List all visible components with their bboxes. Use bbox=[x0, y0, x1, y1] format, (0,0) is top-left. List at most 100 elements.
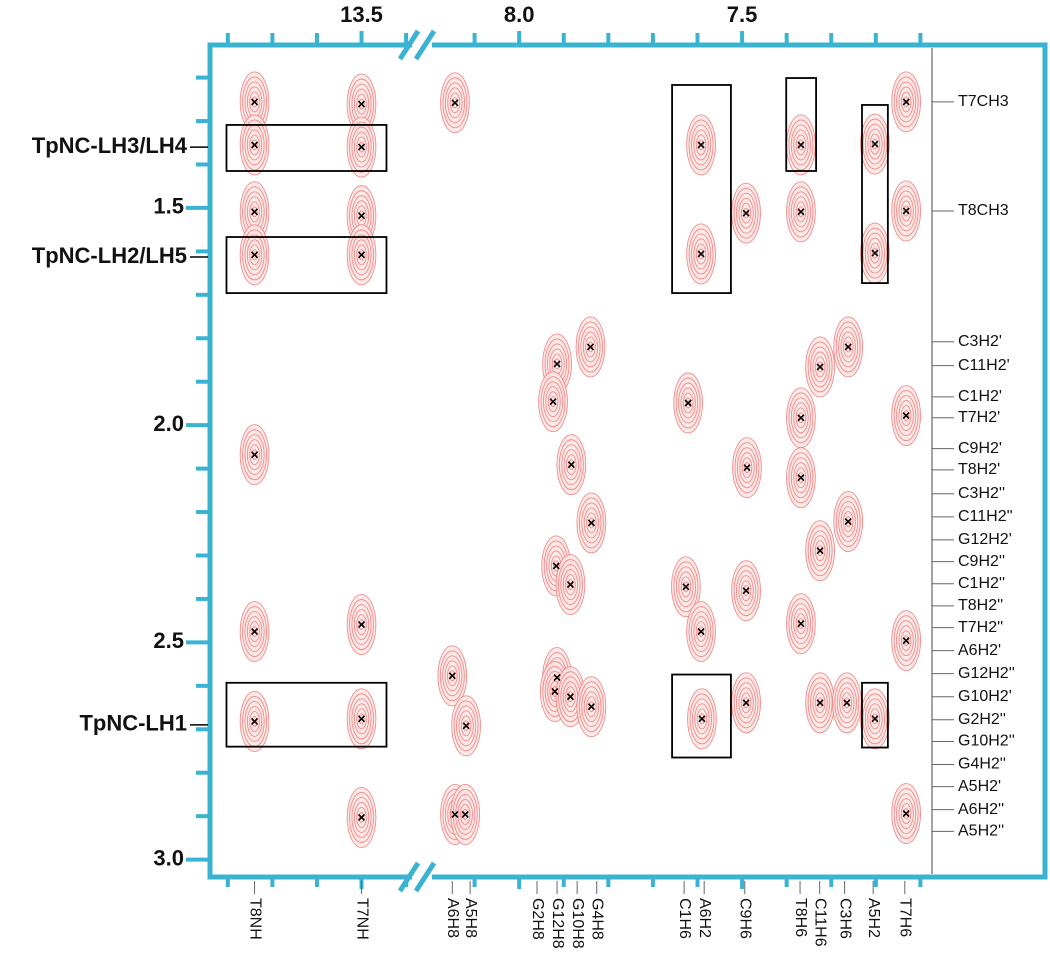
contour bbox=[790, 397, 811, 439]
contour bbox=[698, 139, 704, 151]
contour bbox=[896, 620, 917, 662]
contour bbox=[743, 697, 749, 709]
contour bbox=[251, 626, 258, 637]
contour bbox=[349, 693, 374, 745]
peak-marker bbox=[816, 547, 824, 555]
contour bbox=[898, 798, 914, 830]
contour bbox=[893, 615, 919, 667]
peak-marker bbox=[250, 451, 259, 459]
right-label: C1H2'' bbox=[958, 575, 1005, 592]
contour bbox=[578, 321, 603, 373]
contour bbox=[249, 444, 260, 466]
contour bbox=[457, 798, 473, 830]
peak-marker bbox=[697, 141, 705, 149]
bottom-label: C9H6 bbox=[737, 898, 754, 939]
y-tick-label: 2.5 bbox=[153, 628, 184, 653]
contour bbox=[688, 606, 714, 657]
contour bbox=[588, 517, 595, 529]
y-tick-label: 3.0 bbox=[153, 845, 184, 870]
bottom-label: G12H8 bbox=[549, 898, 566, 949]
contour bbox=[249, 91, 260, 113]
peak-marker bbox=[552, 562, 560, 570]
contour bbox=[587, 341, 594, 353]
right-label: G12H2'' bbox=[958, 665, 1015, 682]
contour bbox=[244, 434, 265, 476]
contour bbox=[862, 693, 888, 745]
contour bbox=[869, 242, 881, 264]
bottom-label: G4H8 bbox=[589, 898, 606, 940]
bottom-label: A5H8 bbox=[462, 898, 479, 938]
contour bbox=[835, 496, 861, 548]
contour bbox=[578, 681, 604, 733]
contour bbox=[903, 808, 909, 820]
contour bbox=[740, 692, 752, 714]
contour bbox=[358, 619, 365, 631]
contour bbox=[693, 238, 709, 270]
contour bbox=[900, 803, 912, 825]
right-label: C11H2'' bbox=[958, 508, 1013, 525]
contour bbox=[351, 234, 372, 276]
contour bbox=[790, 191, 811, 233]
contour bbox=[682, 392, 694, 414]
right-label: G2H2'' bbox=[958, 711, 1006, 728]
peak-marker bbox=[797, 208, 805, 216]
contour bbox=[547, 391, 559, 413]
contour bbox=[353, 703, 370, 735]
highlight-box bbox=[785, 77, 817, 172]
contour bbox=[793, 129, 809, 161]
contour bbox=[680, 387, 696, 419]
contour bbox=[867, 237, 883, 269]
peak-marker bbox=[462, 722, 470, 730]
contour bbox=[442, 77, 468, 129]
bottom-label: G2H8 bbox=[529, 898, 546, 940]
contour bbox=[694, 703, 710, 735]
x-tick-label: 7.5 bbox=[727, 2, 758, 27]
right-label: T8CH3 bbox=[958, 202, 1009, 219]
contour bbox=[246, 706, 263, 737]
contour bbox=[740, 202, 752, 224]
peak-marker bbox=[357, 813, 366, 822]
contour bbox=[693, 129, 709, 161]
contour bbox=[898, 195, 914, 227]
peak-marker bbox=[451, 99, 459, 107]
contour bbox=[578, 497, 604, 549]
peak-marker bbox=[461, 810, 469, 819]
right-label: G10H2' bbox=[958, 688, 1012, 705]
contour bbox=[788, 598, 814, 650]
contour bbox=[864, 698, 885, 740]
contour bbox=[893, 185, 919, 237]
peak-marker bbox=[567, 461, 575, 469]
contour bbox=[251, 139, 258, 151]
contour bbox=[244, 701, 265, 742]
peak-marker bbox=[587, 519, 595, 527]
contour bbox=[242, 229, 268, 281]
contour bbox=[688, 119, 714, 171]
contour bbox=[788, 186, 814, 238]
contour bbox=[872, 713, 878, 725]
contour bbox=[251, 449, 258, 461]
highlight-box bbox=[671, 673, 732, 759]
contour bbox=[817, 545, 823, 557]
contour bbox=[795, 467, 807, 489]
contour bbox=[733, 565, 759, 617]
contour bbox=[793, 462, 809, 494]
contour bbox=[242, 119, 268, 171]
highlight-box bbox=[861, 681, 889, 749]
contour bbox=[695, 134, 707, 156]
highlight-box bbox=[225, 124, 388, 172]
contour bbox=[893, 76, 919, 128]
peak-marker bbox=[742, 587, 750, 595]
contour bbox=[562, 569, 579, 601]
peak-marker bbox=[902, 412, 910, 420]
peak-marker bbox=[742, 209, 750, 217]
contour bbox=[862, 118, 888, 170]
contour bbox=[580, 326, 601, 368]
contour bbox=[251, 249, 258, 261]
contour bbox=[698, 626, 704, 637]
peak-marker bbox=[698, 715, 706, 723]
contour bbox=[356, 614, 367, 636]
contour bbox=[812, 535, 828, 567]
peak-marker bbox=[451, 810, 459, 819]
contour bbox=[447, 665, 458, 687]
right-label: C11H2' bbox=[958, 357, 1010, 374]
